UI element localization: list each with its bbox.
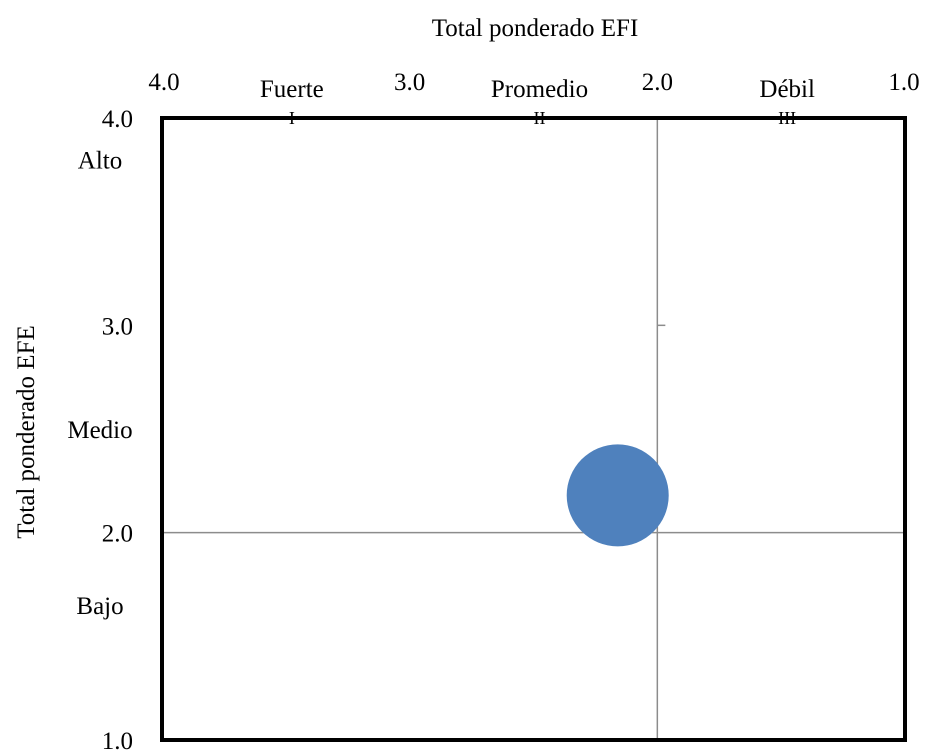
y-tick-label: 3.0 [102, 313, 133, 340]
x-axis-title: Total ponderado EFI [432, 15, 639, 42]
y-category-label: Alto [78, 147, 122, 174]
x-category-label: Débil [759, 76, 815, 103]
x-tick-label: 3.0 [394, 69, 425, 96]
y-tick-label: 2.0 [102, 521, 133, 548]
y-category-label: Medio [67, 417, 132, 444]
x-tick-label: 4.0 [148, 69, 179, 96]
x-category-label: Fuerte [260, 76, 324, 103]
x-category-label: Promedio [491, 76, 588, 103]
y-category-label: Bajo [76, 593, 123, 620]
x-tick-label: 2.0 [642, 69, 673, 96]
y-tick-label: 1.0 [102, 728, 133, 752]
data-point-bubble [566, 444, 669, 547]
y-tick-label: 4.0 [102, 106, 133, 133]
plot-frame [160, 116, 907, 742]
x-category-numeral: II [534, 108, 546, 128]
y-axis-title: Total ponderado EFE [13, 325, 40, 538]
x-category-numeral: I [289, 108, 295, 128]
x-tick-label: 1.0 [888, 69, 919, 96]
x-category-numeral: III [778, 108, 796, 128]
